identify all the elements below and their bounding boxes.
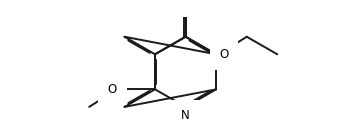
Text: N: N — [181, 109, 190, 122]
Text: O: O — [108, 83, 117, 96]
Text: O: O — [219, 48, 229, 61]
